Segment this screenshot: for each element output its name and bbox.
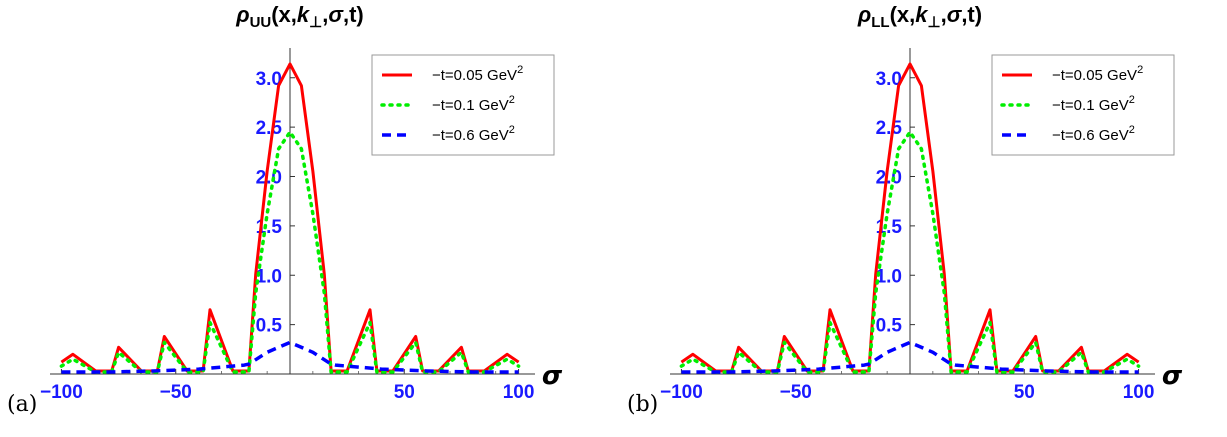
y-tick-label: 3.0 [876,69,902,90]
chart-panel-b: ρLL(x,k⊥,σ,t) −100 −50 50 100 0.5 1.0 1.5 2.0 2.5… [620,0,1220,437]
legend-entry: −t=0.05 GeV2 [432,64,523,84]
legend-entry: −t=0.6 GeV2 [432,124,515,144]
y-tick-label: 0.5 [876,316,903,337]
legend-entry: −t=0.6 GeV2 [1052,124,1135,144]
legend-box [371,54,555,156]
y-tick-label: 2.0 [256,168,282,189]
x-tick-label: 50 [1014,382,1035,403]
chart-a-svg: ρUU(x,k⊥,σ,t)−100 −50 50 1000.51.01.52.02.5… [40,2,563,403]
x-axis-label-a: σ [542,361,563,391]
y-tick-label: 1.0 [256,266,282,287]
x-tick-label: −50 [160,382,192,403]
x-axis-label-b: σ [1162,361,1183,391]
series-line-3 [61,340,519,374]
x-tick-label: −100 [660,382,703,403]
chart-panel-a: ρUU(x,k⊥,σ,t) −100 −50 50 100 0.5 1.0 1.5 2.0 2.5… [0,0,600,437]
legend-b: −t=0.05 GeV2 −t=0.1 GeV2 −t=0.6 GeV2 [991,54,1175,156]
legend-entry: −t=0.1 GeV2 [1052,94,1135,114]
chart-title-b: ρLL(x,k⊥,σ,t) [857,2,982,31]
legend-a: −t=0.05 GeV2 −t=0.1 GeV2 −t=0.6 GeV2 [371,54,555,156]
panel-label-b: (b) [627,392,659,417]
y-tick-label: 1.0 [876,266,902,287]
x-tick-label: −50 [780,382,812,403]
x-tick-label: 50 [394,382,415,403]
x-tick-label: 100 [503,382,535,403]
x-tick-label: 100 [1123,382,1155,403]
y-tick-label: 3.0 [256,69,282,90]
legend-entry: −t=0.1 GeV2 [432,94,515,114]
legend-entry: −t=0.05 GeV2 [1052,64,1143,84]
panel-label-a: (a) [7,392,38,417]
chart-title-a: ρUU(x,k⊥,σ,t) [235,2,364,31]
x-tick-label: −100 [40,382,83,403]
y-tick-label: 2.5 [876,118,903,139]
chart-b-svg: ρLL(x,k⊥,σ,t)−100 −50 50 1000.51.01.52.02.5… [660,2,1183,403]
series-line-3 [681,340,1139,374]
y-tick-label: 0.5 [256,316,283,337]
legend-box [991,54,1175,156]
y-tick-label: 2.5 [256,118,283,139]
y-tick-label: 2.0 [876,168,902,189]
